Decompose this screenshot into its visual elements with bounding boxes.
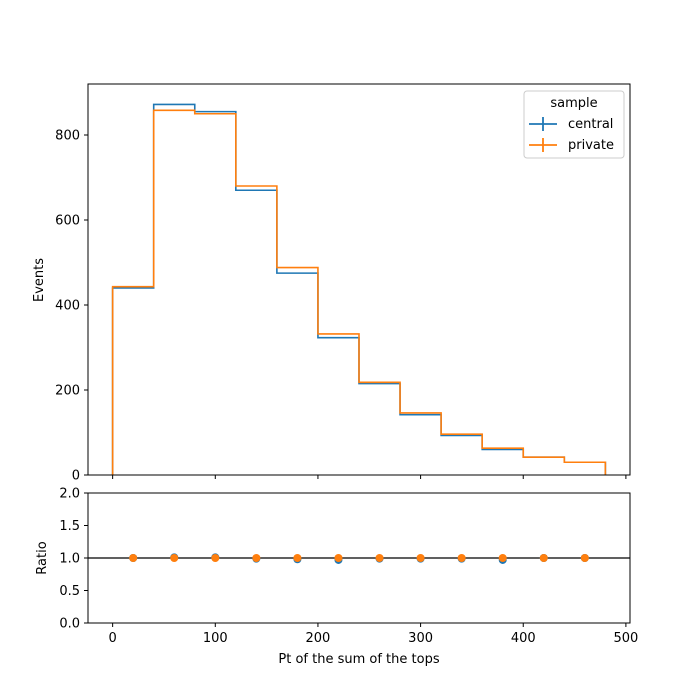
ratio-point-private bbox=[211, 554, 220, 562]
x-tick-label: 400 bbox=[511, 631, 536, 646]
ratio-y-axis-label: Ratio bbox=[35, 541, 50, 574]
top-panel: 0 200 400 600 800 Events sample central priv… bbox=[32, 83, 631, 484]
ratio-point-private bbox=[498, 554, 507, 562]
x-tick-label: 500 bbox=[613, 631, 638, 646]
top-y-axis-label: Events bbox=[32, 258, 47, 302]
legend-label-private: private bbox=[568, 138, 614, 153]
x-tick-label: 200 bbox=[306, 631, 331, 646]
ratio-point-private bbox=[539, 554, 548, 562]
top-y-tick-label: 200 bbox=[55, 384, 80, 399]
x-axis-label: Pt of the sum of the tops bbox=[278, 652, 439, 667]
top-x-ticks bbox=[112, 475, 627, 479]
top-y-axis: 0 200 400 600 800 bbox=[55, 129, 88, 484]
ratio-y-axis: 0.0 0.5 1.0 1.5 2.0 bbox=[59, 487, 88, 632]
legend-entry-private: private bbox=[529, 138, 614, 153]
ratio-point-private bbox=[129, 554, 138, 562]
x-tick-label: 100 bbox=[203, 631, 228, 646]
ratio-point-private bbox=[170, 554, 179, 562]
ratio-y-tick-label: 1.0 bbox=[59, 552, 80, 567]
ratio-point-private bbox=[457, 554, 466, 562]
legend-label-central: central bbox=[568, 117, 613, 132]
ratio-y-tick-label: 2.0 bbox=[59, 487, 80, 502]
legend-title: sample bbox=[550, 96, 597, 111]
legend-frame bbox=[523, 90, 625, 159]
ratio-point-private bbox=[375, 554, 384, 562]
histogram-central bbox=[111, 103, 607, 475]
ratio-points bbox=[129, 553, 589, 564]
ratio-y-tick-label: 0.5 bbox=[59, 584, 80, 599]
top-y-tick-label: 600 bbox=[55, 214, 80, 229]
top-histogram-lines bbox=[111, 103, 607, 475]
ratio-x-axis: 0 100 200 300 400 500 bbox=[108, 623, 638, 646]
legend: sample central private bbox=[523, 90, 625, 159]
ratio-y-tick-label: 1.5 bbox=[59, 519, 80, 534]
top-panel-frame bbox=[87, 83, 631, 476]
ratio-point-private bbox=[293, 554, 302, 562]
ratio-point-private bbox=[252, 554, 261, 562]
x-tick-label: 0 bbox=[108, 631, 116, 646]
ratio-point-private bbox=[334, 554, 343, 562]
top-y-tick-label: 400 bbox=[55, 299, 80, 314]
ratio-point-private bbox=[580, 554, 589, 562]
ratio-y-tick-label: 0.0 bbox=[59, 617, 80, 632]
top-y-tick-label: 0 bbox=[72, 469, 80, 484]
histogram-private bbox=[111, 109, 607, 475]
x-tick-label: 300 bbox=[408, 631, 433, 646]
top-y-tick-label: 800 bbox=[55, 129, 80, 144]
ratio-panel: 0.0 0.5 1.0 1.5 2.0 0 100 200 300 400 500 Ratio bbox=[35, 487, 638, 647]
ratio-point-private bbox=[416, 554, 425, 562]
legend-entry-central: central bbox=[529, 117, 613, 132]
